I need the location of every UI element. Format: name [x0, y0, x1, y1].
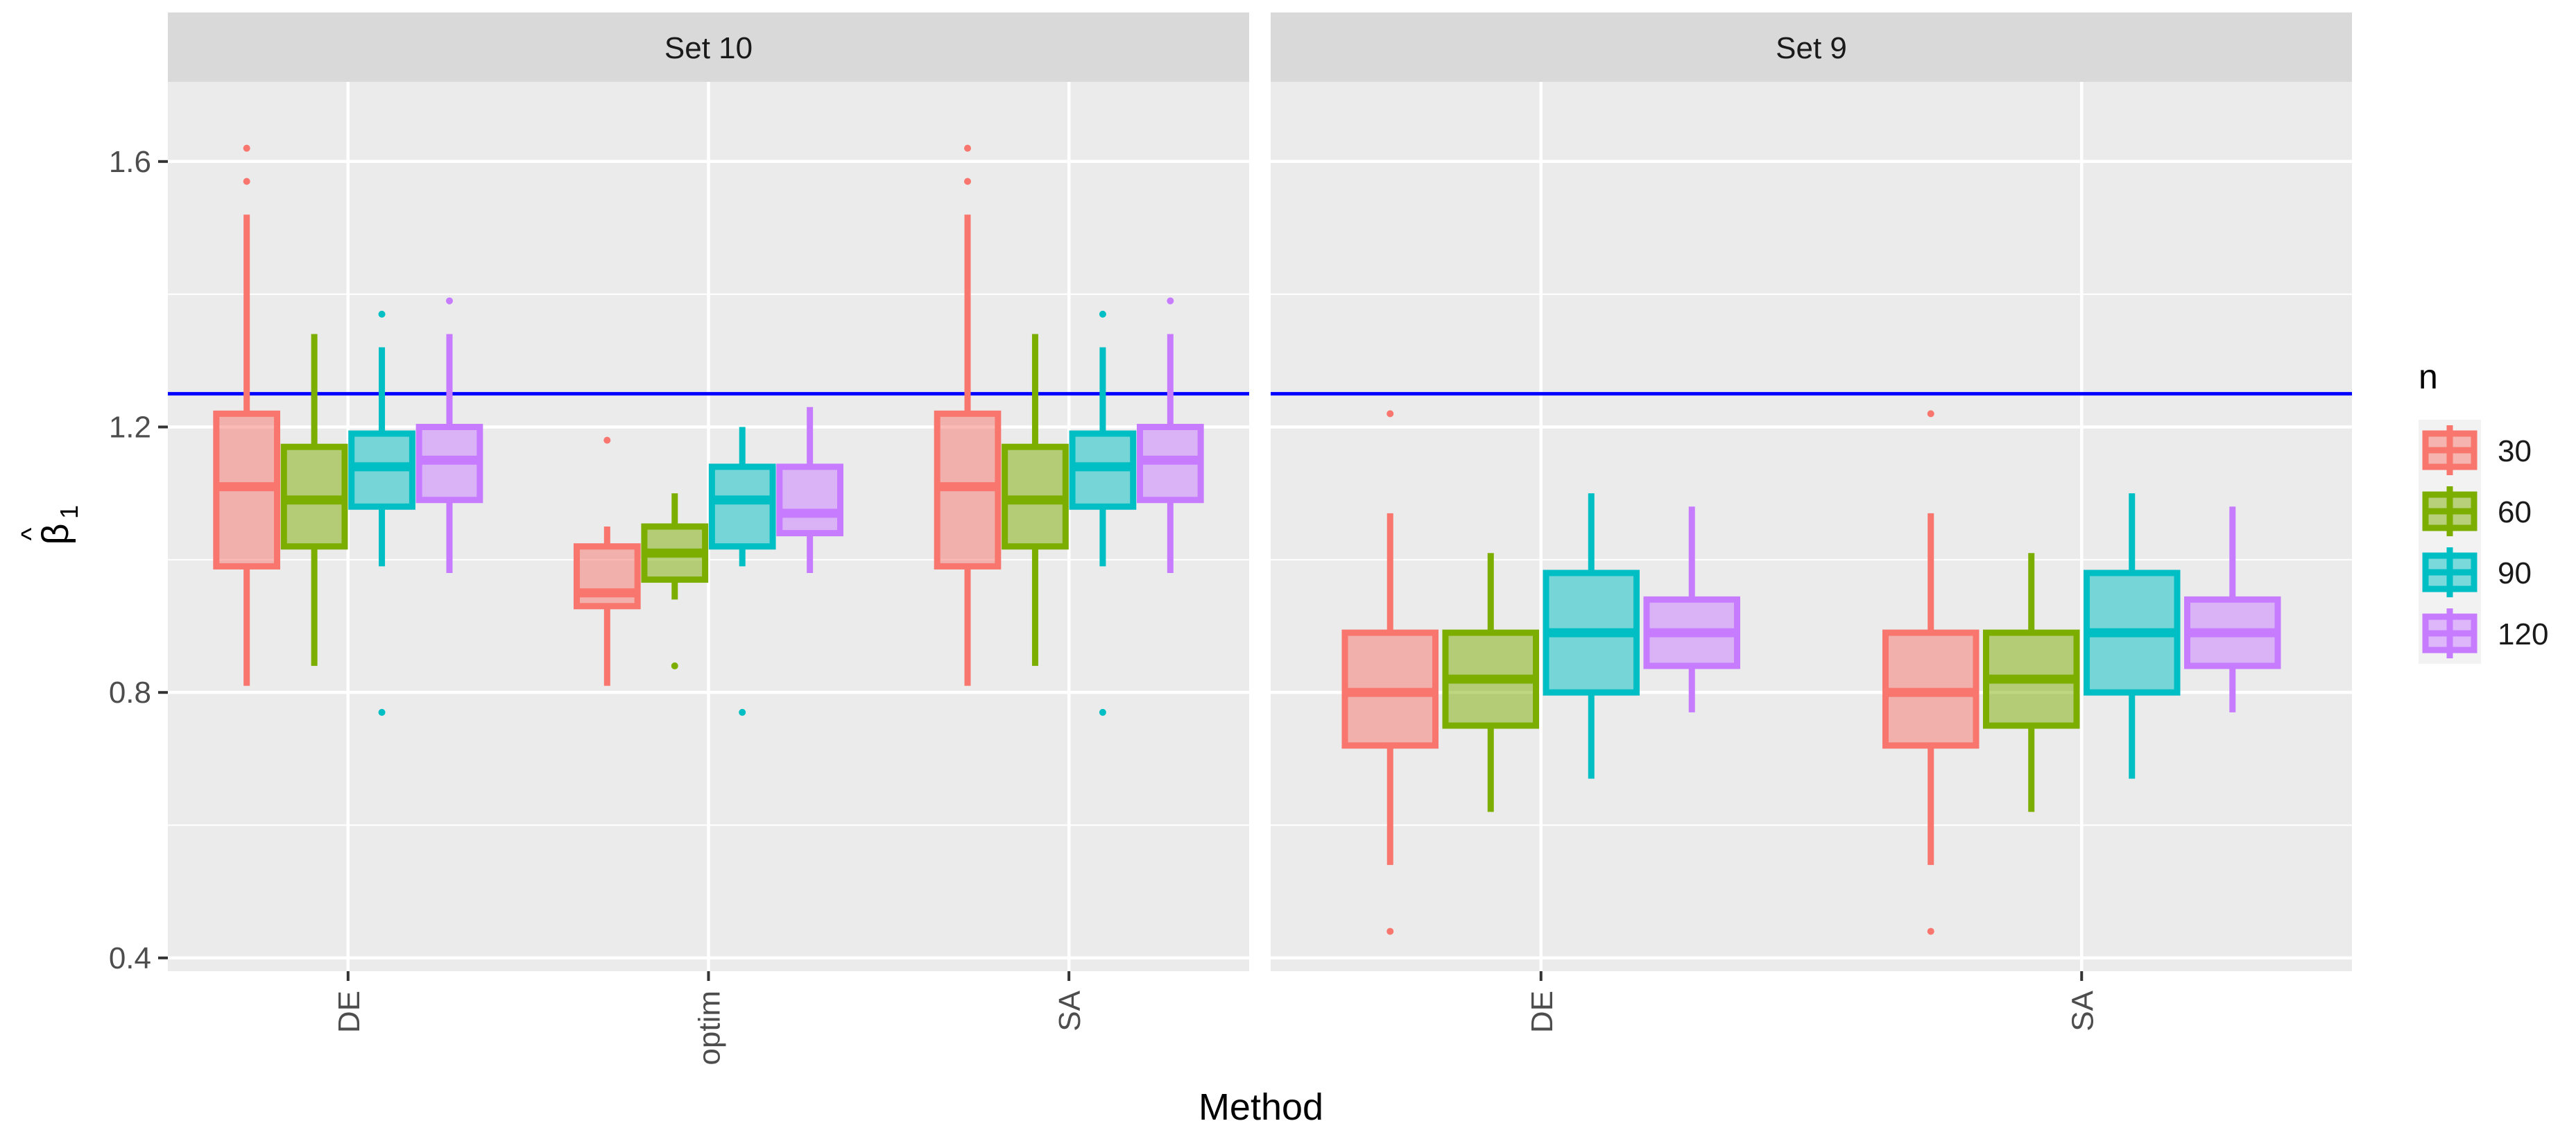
y-tick-label: 1.2 — [109, 410, 151, 444]
box-SA-n30 — [1882, 410, 1980, 935]
panel-background — [1271, 82, 2352, 971]
outlier-point — [964, 144, 972, 152]
facet-panel-1: Set 9 DE SA — [1271, 12, 2352, 1033]
legend-label: 30 — [2498, 434, 2532, 468]
box-DE-n60 — [280, 334, 348, 666]
box-DE-n60 — [1442, 553, 1539, 812]
x-tick-label: DE — [332, 991, 366, 1033]
outlier-point — [243, 178, 250, 185]
facet-strip-label: Set 9 — [1776, 31, 1847, 65]
box-optim-n120 — [776, 407, 844, 573]
box-optim-n60 — [641, 493, 709, 669]
box-DE-n120 — [1643, 506, 1740, 712]
box-SA-n120 — [1136, 297, 1204, 573]
outlier-point — [739, 708, 746, 716]
box-DE-n90 — [348, 310, 415, 716]
box-body — [776, 463, 844, 537]
box-SA-n60 — [1983, 553, 2080, 812]
legend-item-120: 120 — [2422, 608, 2548, 658]
box-SA-n90 — [2084, 493, 2181, 779]
legend-item-30: 30 — [2422, 425, 2532, 475]
outlier-point — [378, 310, 386, 318]
legend: n 30 60 90 120 — [2419, 357, 2548, 664]
box-DE-n90 — [1543, 493, 1640, 779]
x-tick-label: SA — [2066, 990, 2100, 1031]
box-SA-n60 — [1002, 334, 1069, 666]
legend-item-60: 60 — [2422, 486, 2532, 536]
y-axis-title-hat: ^ — [16, 527, 46, 540]
outlier-point — [1167, 297, 1174, 305]
box-SA-n30 — [934, 144, 1002, 686]
facet-strip — [168, 12, 1249, 82]
box-DE-n120 — [415, 297, 483, 573]
y-tick-label: 0.8 — [109, 676, 151, 710]
box-SA-n90 — [1069, 310, 1137, 716]
y-tick-label: 1.6 — [109, 145, 151, 179]
legend-item-90: 90 — [2422, 547, 2532, 597]
outlier-point — [445, 297, 453, 305]
legend-label: 120 — [2498, 617, 2548, 651]
facet-strip — [1271, 12, 2352, 82]
box-optim-n90 — [708, 427, 776, 716]
outlier-point — [964, 178, 972, 185]
outlier-point — [1386, 927, 1394, 935]
facet-panel-0: Set 10 DE optim SA — [168, 12, 1249, 1066]
outlier-point — [1386, 410, 1394, 418]
outlier-point — [671, 662, 678, 669]
outlier-point — [243, 144, 250, 152]
x-tick-label: SA — [1053, 990, 1087, 1031]
box-SA-n120 — [2184, 506, 2281, 712]
outlier-point — [1099, 310, 1106, 318]
outlier-point — [1927, 410, 1934, 418]
legend-label: 60 — [2498, 495, 2532, 529]
legend-label: 90 — [2498, 556, 2532, 590]
facet-strip-label: Set 10 — [664, 31, 753, 65]
outlier-point — [1099, 708, 1106, 716]
x-axis-title: Method — [1199, 1086, 1323, 1128]
box-DE-n30 — [213, 144, 281, 686]
box-body — [708, 463, 776, 550]
y-axis-title: β ^ 1 — [16, 505, 83, 545]
outlier-point — [1927, 927, 1934, 935]
y-axis-title-subscript: 1 — [55, 505, 83, 519]
outlier-point — [603, 436, 611, 444]
y-tick-label: 0.4 — [109, 941, 151, 975]
legend-title: n — [2419, 357, 2438, 396]
box-DE-n30 — [1341, 410, 1439, 935]
x-tick-label: DE — [1525, 991, 1559, 1033]
outlier-point — [378, 708, 386, 716]
box-optim-n30 — [573, 436, 641, 686]
x-tick-label: optim — [693, 991, 727, 1066]
y-axis-title-base: β — [35, 523, 76, 545]
